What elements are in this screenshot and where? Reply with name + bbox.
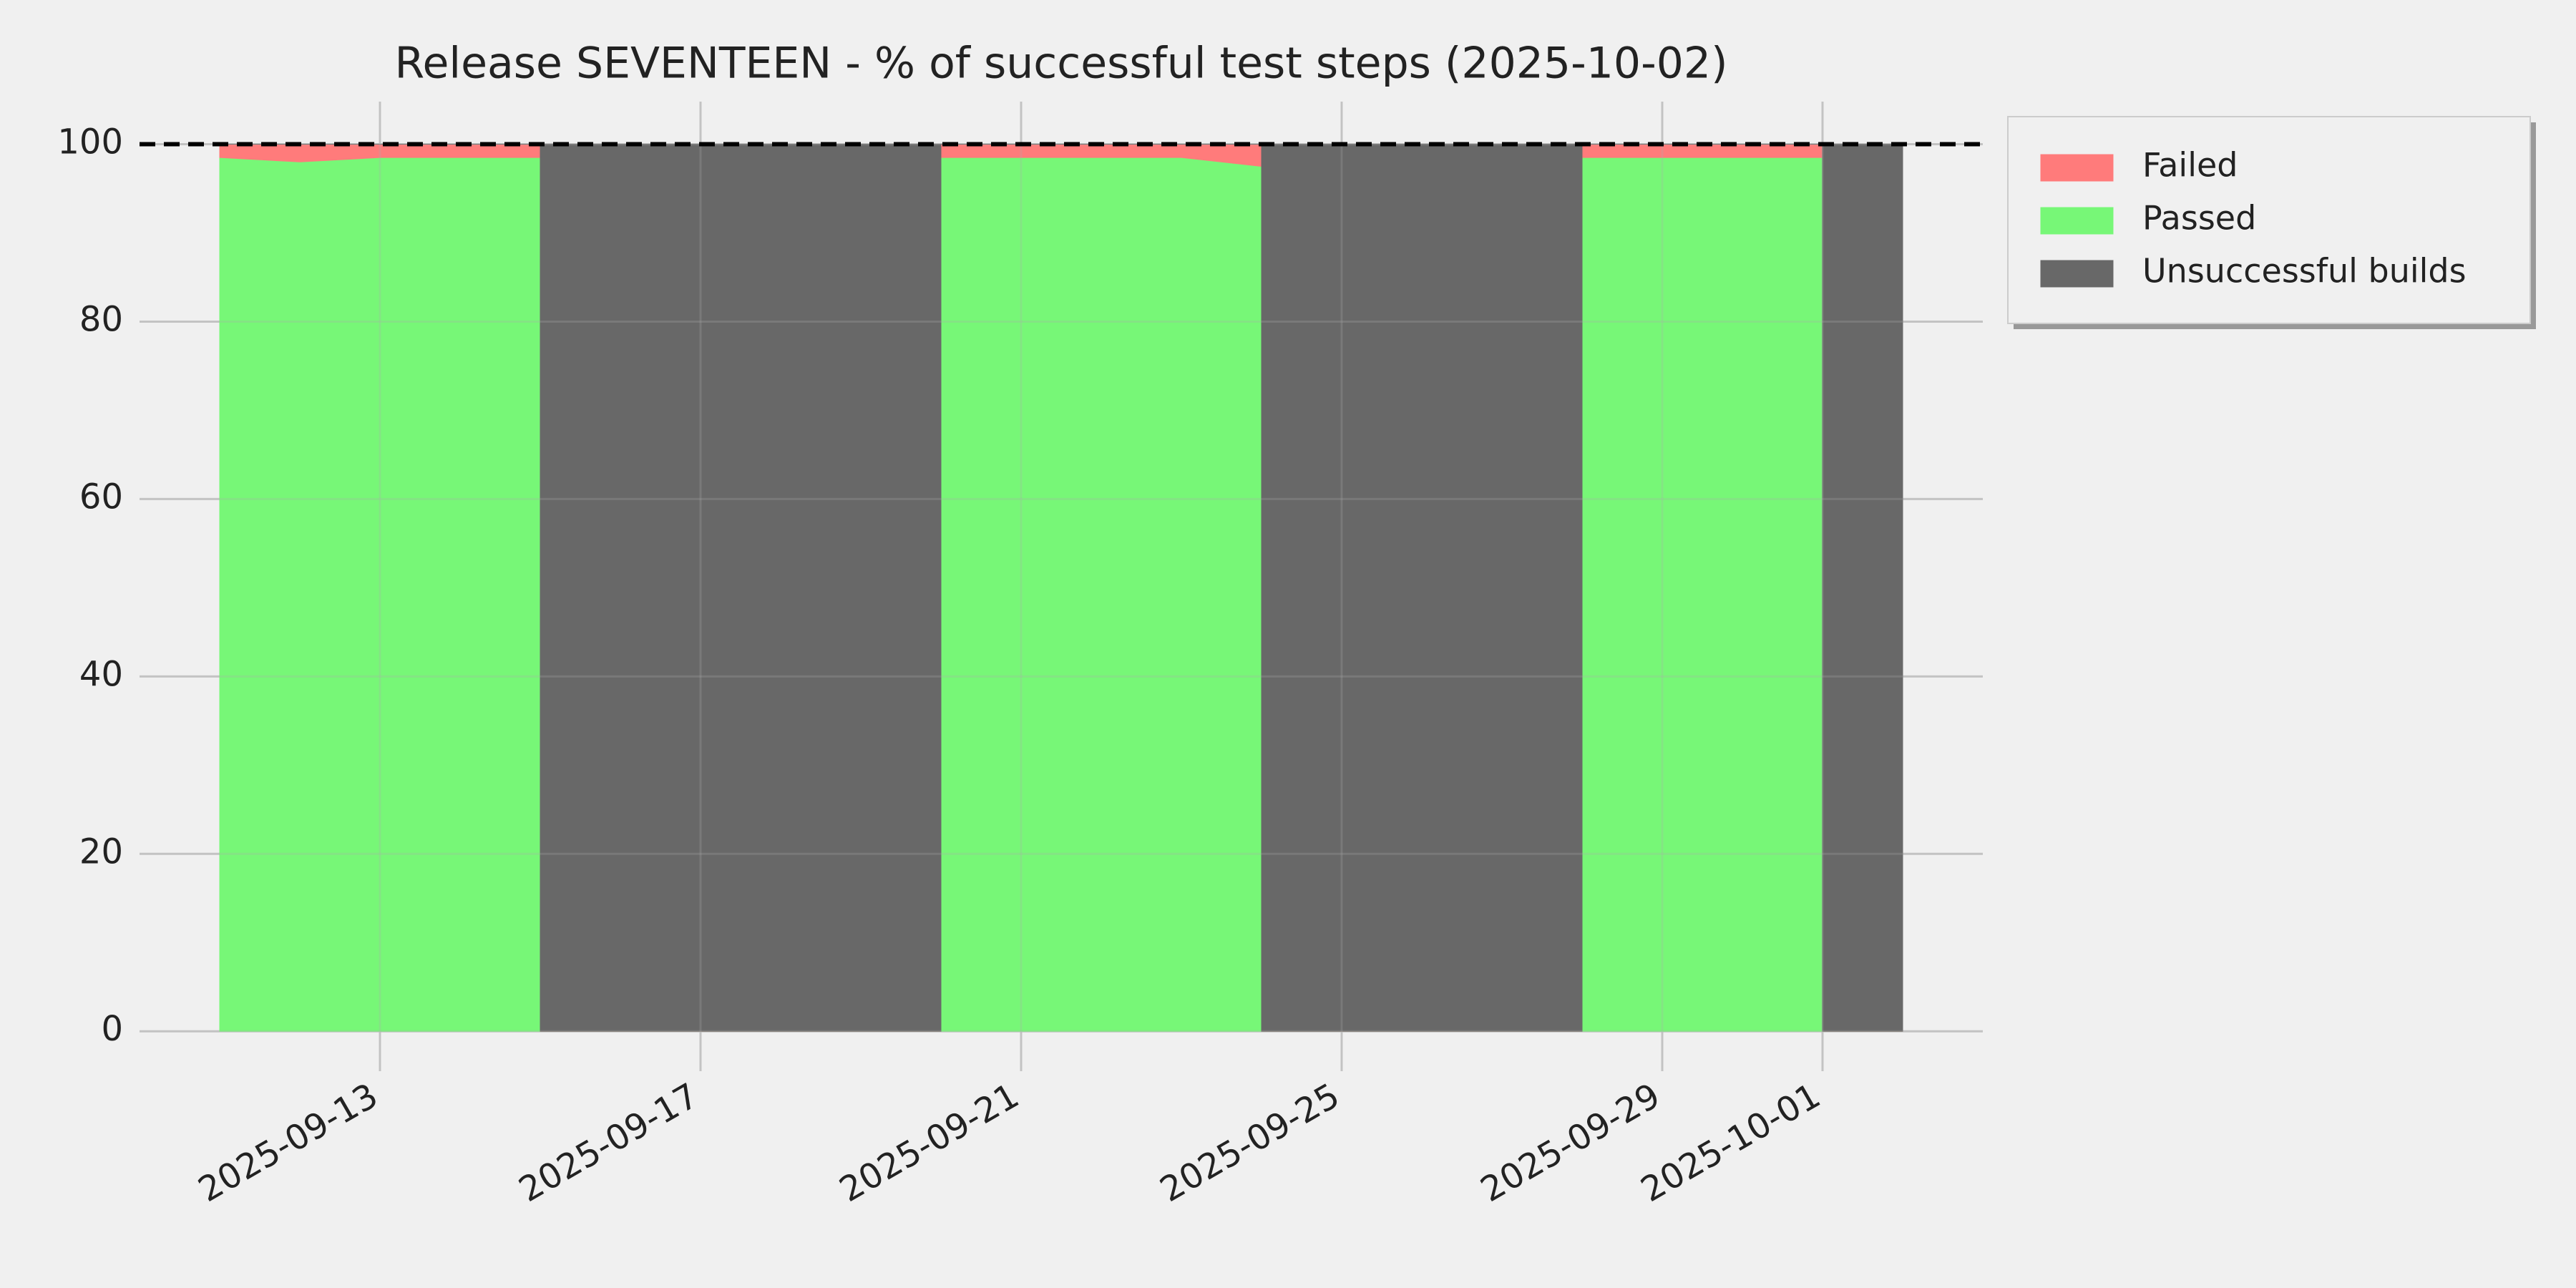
legend-label: Failed — [2142, 146, 2238, 185]
legend-swatch — [2040, 154, 2114, 182]
y-tick-label: 40 — [79, 654, 123, 694]
areas — [219, 144, 1903, 1032]
y-tick-label: 20 — [79, 831, 123, 872]
x-tick-label: 2025-09-21 — [833, 1075, 1026, 1210]
legend-swatch — [2040, 260, 2114, 288]
y-tick-label: 80 — [79, 299, 123, 339]
legend-label: Passed — [2142, 199, 2256, 238]
y-tick-label: 60 — [79, 477, 123, 517]
chart-title: Release SEVENTEEN - % of successful test… — [395, 39, 1728, 89]
x-tick-label: 2025-09-29 — [1474, 1075, 1667, 1210]
overlay — [140, 102, 1983, 1071]
area — [219, 157, 1903, 1032]
legend-swatch — [2040, 207, 2114, 235]
x-tick-label: 2025-09-17 — [512, 1075, 706, 1210]
y-tick-label: 100 — [57, 122, 123, 162]
y-tick-label: 0 — [101, 1009, 123, 1049]
legend-label: Unsuccessful builds — [2142, 252, 2467, 291]
x-tick-label: 2025-09-13 — [192, 1075, 385, 1210]
x-tick-label: 2025-09-25 — [1153, 1075, 1347, 1210]
x-tick-label: 2025-10-01 — [1634, 1075, 1828, 1210]
